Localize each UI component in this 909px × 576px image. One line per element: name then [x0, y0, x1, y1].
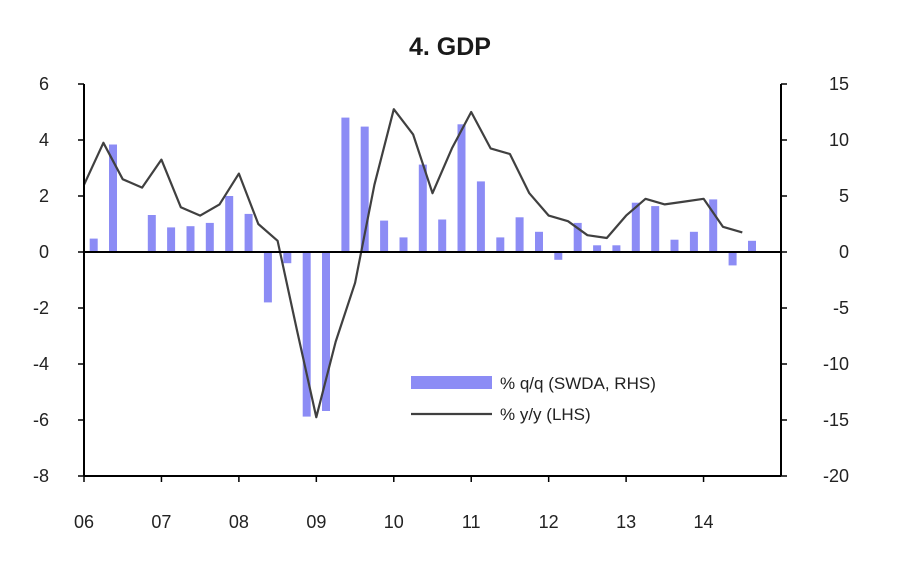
bar [670, 239, 679, 252]
x-tick-label: 10 [384, 512, 404, 532]
legend-label-yy: % y/y (LHS) [500, 405, 591, 424]
bar [167, 227, 176, 252]
bar [244, 213, 253, 252]
line-series [83, 108, 743, 419]
bar [225, 196, 234, 252]
bar [263, 252, 272, 303]
x-tick-label: 07 [151, 512, 171, 532]
chart-title: 4. GDP [409, 33, 491, 61]
x-tick-label: 12 [539, 512, 559, 532]
right-tick-label: 10 [829, 130, 849, 150]
left-tick-label: 4 [39, 130, 49, 150]
bar [535, 231, 543, 252]
legend-bar-swatch [411, 376, 492, 389]
left-tick-label: 2 [39, 186, 49, 206]
legend: % q/q (SWDA, RHS) % y/y (LHS) [411, 374, 656, 424]
bar [476, 181, 485, 252]
left-tick-label: -2 [33, 298, 49, 318]
bar [573, 222, 582, 252]
bar [689, 231, 698, 252]
right-tick-label: 0 [839, 242, 849, 262]
right-tick-label: -15 [823, 410, 849, 430]
bar [651, 206, 660, 252]
legend-label-qq: % q/q (SWDA, RHS) [500, 374, 656, 393]
yoy-line [83, 108, 743, 419]
bar [360, 126, 369, 252]
bar [554, 252, 563, 260]
bar [147, 215, 156, 252]
bar [593, 245, 602, 252]
bar [283, 252, 292, 264]
bar [728, 252, 737, 266]
axes: 6 4 2 0 -2 -4 -6 -8 15 10 5 0 -5 -10 -15 -20 06 07 08 09 10 1… [33, 74, 849, 532]
right-tick-label: 15 [829, 74, 849, 94]
bar [341, 117, 350, 252]
x-tick-label: 11 [462, 512, 481, 532]
left-tick-label: 0 [39, 242, 49, 262]
bar [302, 252, 311, 417]
bar [322, 252, 330, 411]
left-tick-label: -6 [33, 410, 49, 430]
bar [399, 237, 408, 252]
bar [457, 124, 466, 252]
bar [438, 219, 447, 252]
bar [380, 220, 389, 252]
x-tick-label: 06 [74, 512, 94, 532]
bar [205, 222, 214, 252]
right-tick-label: -10 [823, 354, 849, 374]
x-tick-label: 14 [694, 512, 714, 532]
x-tick-label: 08 [229, 512, 249, 532]
left-tick-label: 6 [39, 74, 49, 94]
bar [748, 240, 756, 252]
bar [631, 202, 640, 252]
right-tick-label: -20 [823, 466, 849, 486]
bar [496, 237, 505, 252]
left-tick-label: -4 [33, 354, 49, 374]
bar [418, 164, 427, 252]
right-tick-label: 5 [839, 186, 849, 206]
x-tick-label: 09 [306, 512, 326, 532]
x-tick-label: 13 [616, 512, 636, 532]
bar [89, 238, 98, 252]
bar-series [89, 117, 756, 417]
bar [109, 144, 117, 252]
bar [612, 245, 621, 252]
bar [515, 217, 524, 252]
left-tick-label: -8 [33, 466, 49, 486]
right-tick-label: -5 [833, 298, 849, 318]
bar [709, 199, 718, 252]
bar [186, 226, 195, 252]
